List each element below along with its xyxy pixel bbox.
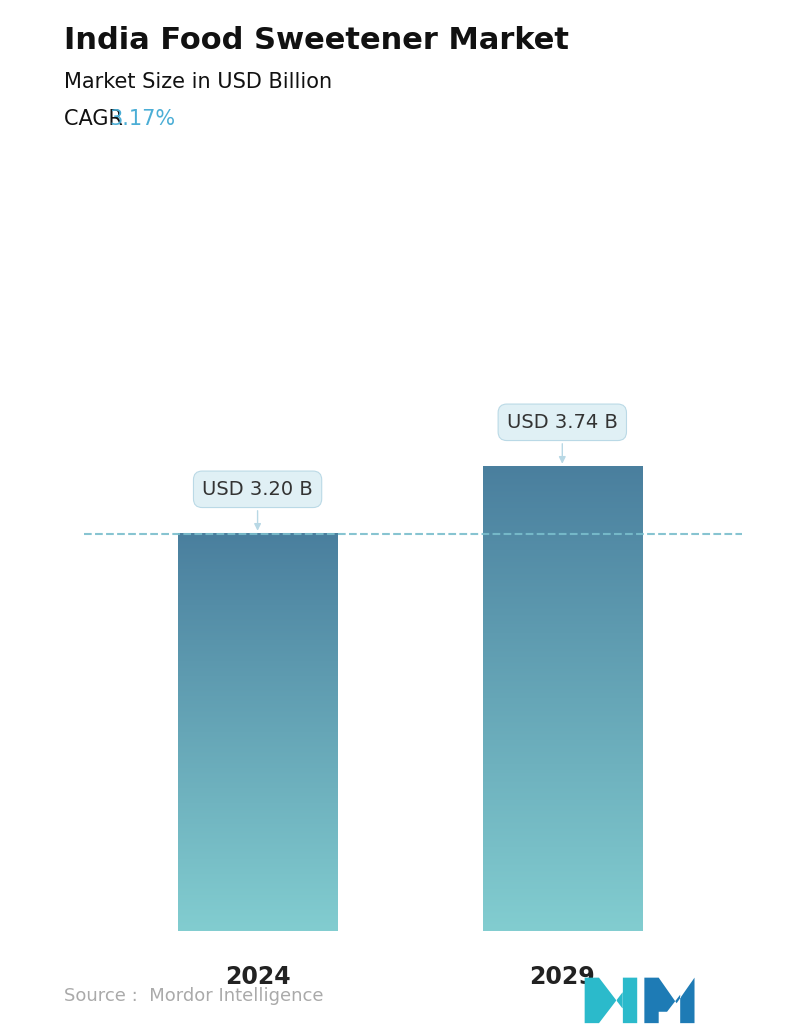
Text: Source :  Mordor Intelligence: Source : Mordor Intelligence: [64, 987, 323, 1005]
Text: USD 3.20 B: USD 3.20 B: [202, 480, 313, 529]
Text: India Food Sweetener Market: India Food Sweetener Market: [64, 26, 568, 55]
Text: USD 3.74 B: USD 3.74 B: [507, 413, 618, 462]
Text: CAGR: CAGR: [64, 109, 129, 128]
Text: 3.17%: 3.17%: [109, 109, 175, 128]
Text: Market Size in USD Billion: Market Size in USD Billion: [64, 72, 332, 92]
Text: 2029: 2029: [529, 966, 595, 990]
Text: 2024: 2024: [224, 966, 291, 990]
